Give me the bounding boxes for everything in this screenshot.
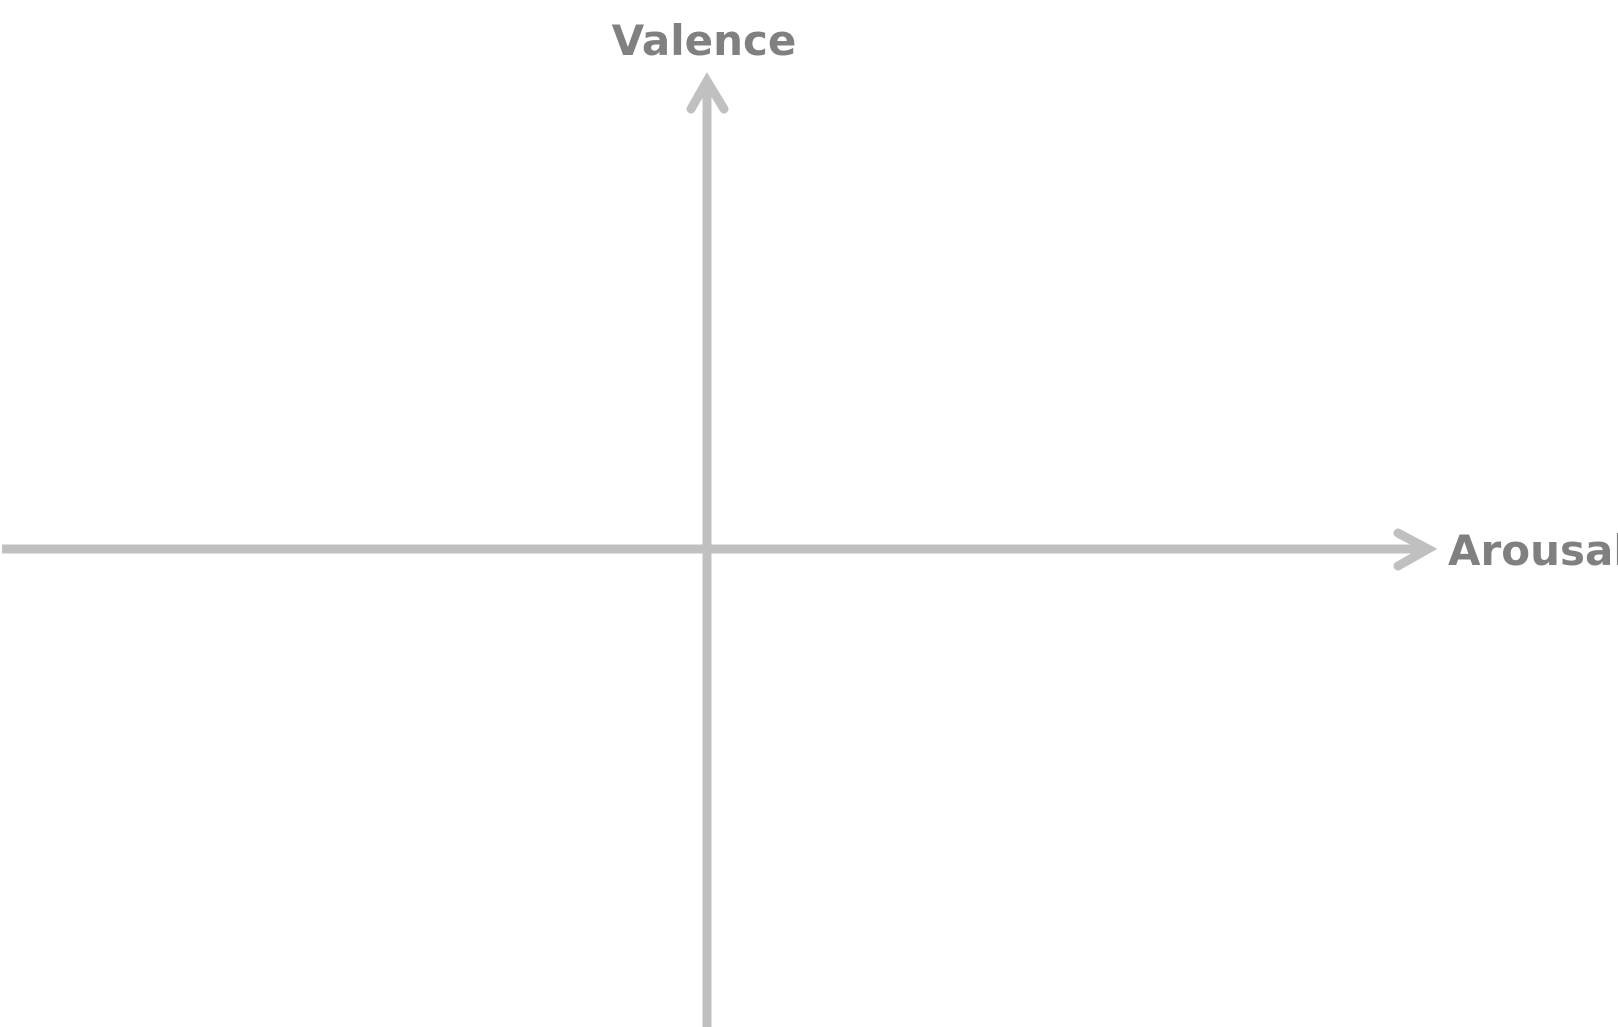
- x-axis-label: Arousal: [1448, 526, 1618, 575]
- y-axis-label: Valence: [612, 16, 797, 65]
